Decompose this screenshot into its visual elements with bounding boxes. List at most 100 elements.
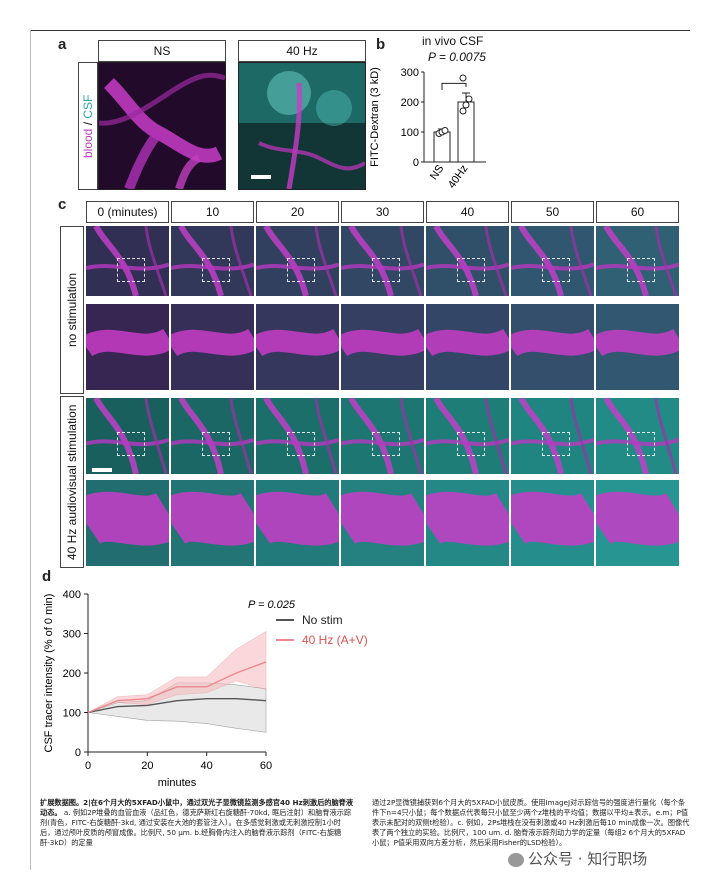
panel-c-row1-label: no stimulation — [60, 226, 84, 394]
scale-bar-c1 — [92, 298, 112, 302]
micrograph-tile — [86, 398, 169, 474]
panel-b-pvalue: P = 0.0075 — [428, 50, 486, 64]
micrograph-art — [256, 304, 339, 390]
micrograph-tile — [341, 226, 424, 296]
ns-vessel-image — [99, 63, 225, 189]
vessel — [341, 491, 424, 546]
data-point — [459, 107, 467, 115]
micrograph-tile — [426, 226, 509, 296]
micrograph-art — [596, 480, 679, 566]
micrograph-art — [256, 398, 339, 474]
vessel — [569, 226, 593, 296]
micrograph-art — [171, 480, 254, 566]
x-tick-label: 0 — [85, 760, 91, 772]
vessel — [433, 398, 479, 474]
micrograph-tile — [256, 226, 339, 296]
time-label: 10 — [171, 201, 254, 223]
micrograph-art — [171, 398, 254, 474]
vessel — [341, 262, 424, 271]
micrograph-tile — [86, 304, 169, 390]
panel-a-ns-image — [98, 62, 226, 190]
vessel — [178, 398, 224, 474]
vessel — [518, 226, 564, 296]
micrograph-tile — [341, 398, 424, 474]
vessel — [596, 262, 679, 271]
vessel — [426, 491, 509, 546]
panel-c-row2-label: 40 Hz audiovisual stimulation — [60, 396, 84, 568]
micrograph-art — [426, 304, 509, 390]
vessel — [171, 437, 254, 447]
micrograph-art — [426, 398, 509, 474]
y-tick-label: 100 — [401, 127, 419, 139]
zoom-region-box — [117, 257, 145, 282]
data-point — [465, 95, 473, 103]
panel-a-ylabel: blood / CSF — [78, 62, 98, 190]
x-tick-label: 40 — [201, 760, 213, 772]
micrograph-art — [341, 398, 424, 474]
x-tick-label: 40Hz — [446, 163, 471, 191]
vessel — [314, 398, 338, 474]
micrograph-art — [511, 480, 594, 566]
time-label: 60 — [596, 201, 679, 223]
micrograph-art — [596, 304, 679, 390]
micrograph-tile — [171, 398, 254, 474]
vessel — [518, 398, 564, 474]
caption-right-text: 通过2P显微镜捕获到6个月大的5XFAD小鼠皮质。使用ImageJ对示踪信号的强… — [372, 798, 690, 847]
vessel — [93, 398, 139, 474]
series-line — [87, 661, 267, 714]
micrograph-tile — [511, 304, 594, 390]
y-tick-label: 400 — [63, 589, 81, 601]
time-label: 0 (minutes) — [86, 201, 169, 223]
micrograph-tile — [426, 304, 509, 390]
vessel — [229, 398, 253, 474]
micrograph-tile — [511, 480, 594, 566]
scale-bar-c2 — [92, 468, 112, 472]
vessel — [348, 226, 394, 296]
watermark: 公众号 · 知行职场 — [508, 848, 647, 869]
vessel — [348, 398, 394, 474]
top-rule — [30, 30, 690, 31]
x-tick-label: NS — [428, 163, 447, 182]
zoom-region-box — [457, 432, 485, 457]
vessel — [569, 398, 593, 474]
panel-d-label: d — [42, 568, 52, 585]
vessel — [144, 226, 168, 296]
zoom-region-box — [202, 257, 230, 282]
y-tick-label: 300 — [63, 629, 81, 641]
vessel — [603, 398, 649, 474]
micrograph-art — [596, 226, 679, 296]
vessel — [263, 398, 309, 474]
caption-left: 扩展数据图。2|在6个月大的5XFAD小鼠中，通过双光子显微镜监测多感官40 H… — [40, 798, 355, 848]
zoom-region-box — [542, 257, 570, 282]
vessel — [256, 437, 339, 447]
zoom-region-box — [627, 432, 655, 457]
vessel — [603, 226, 649, 296]
zoom-region-box — [372, 257, 400, 282]
time-label: 40 — [426, 201, 509, 223]
vessel — [256, 491, 339, 546]
caption-right: 通过2P显微镜捕获到6个月大的5XFAD小鼠皮质。使用ImageJ对示踪信号的强… — [372, 798, 690, 848]
micrograph-tile — [171, 304, 254, 390]
time-label: 20 — [256, 201, 339, 223]
bar — [433, 131, 451, 163]
vessel — [511, 437, 594, 447]
vessel — [171, 328, 254, 357]
vessel — [433, 226, 479, 296]
micrograph-art — [171, 226, 254, 296]
vessel — [341, 328, 424, 357]
micrograph-art — [86, 304, 169, 390]
micrograph-tile — [171, 226, 254, 296]
vessel — [484, 226, 508, 296]
data-point — [462, 101, 470, 109]
significance-bracket — [441, 82, 467, 90]
vessel — [426, 437, 509, 447]
x-tick-label: 60 — [260, 760, 272, 772]
panel-a-ns-label: NS — [98, 40, 226, 62]
micrograph-tile — [426, 480, 509, 566]
vessel — [93, 226, 139, 296]
micrograph-tile — [86, 480, 169, 566]
micrograph-art — [86, 226, 169, 296]
ylabel-sep: / — [81, 118, 95, 129]
vessel — [596, 437, 679, 447]
y-tick-label: 200 — [401, 97, 419, 109]
